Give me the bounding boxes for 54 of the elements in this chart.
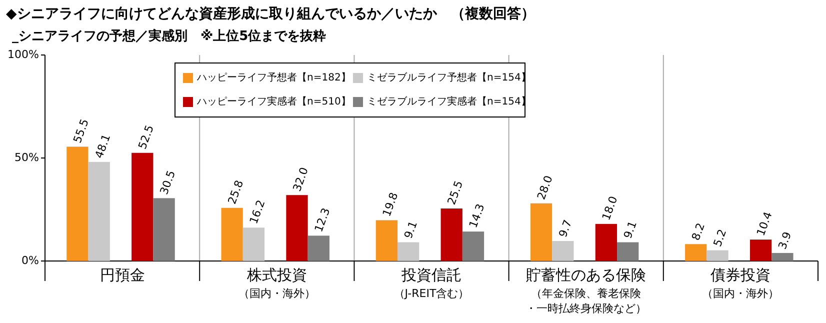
bar xyxy=(595,224,618,261)
x-tick-label: 投資信託（J-REIT含む） xyxy=(394,266,470,300)
bar xyxy=(617,242,639,261)
data-label: 25.5 xyxy=(445,179,466,207)
legend-label: ミゼラブルライフ実感者【n=154】 xyxy=(367,96,531,108)
bar xyxy=(685,244,707,261)
data-label: 10.4 xyxy=(754,210,775,238)
data-label: 9.1 xyxy=(621,219,640,240)
chart-subtitle: _シニアライフの予想／実感別 ※上位5位までを抜粋 xyxy=(12,28,326,44)
data-label: 9.7 xyxy=(556,218,575,240)
data-label: 19.8 xyxy=(380,190,401,218)
data-label: 8.2 xyxy=(689,221,708,242)
bar xyxy=(397,242,420,261)
data-label: 14.3 xyxy=(466,202,488,230)
data-label: 16.2 xyxy=(247,198,268,226)
x-tick-label: 株式投資（国内・海外） xyxy=(238,266,316,300)
data-label: 48.1 xyxy=(92,132,114,160)
x-tick-label: 円預金 xyxy=(100,266,145,284)
bar xyxy=(221,208,243,261)
data-label: 3.9 xyxy=(776,230,794,252)
bar xyxy=(376,220,398,261)
bar xyxy=(706,250,728,261)
y-tick-label: 50% xyxy=(14,151,39,164)
bar xyxy=(286,195,308,261)
bar xyxy=(132,152,154,261)
data-label: 32.0 xyxy=(290,166,312,194)
bar xyxy=(88,162,110,261)
data-label: 28.0 xyxy=(534,174,556,202)
bar xyxy=(66,146,88,261)
y-tick-label: 0% xyxy=(22,254,39,268)
bar xyxy=(440,208,462,261)
bar xyxy=(153,198,175,261)
data-label: 30.5 xyxy=(157,168,178,196)
data-label: 9.1 xyxy=(402,219,420,240)
bar xyxy=(530,203,552,261)
bar xyxy=(308,236,330,261)
data-label: 5.2 xyxy=(710,227,730,248)
y-tick-label: 100% xyxy=(8,48,39,62)
bar xyxy=(750,240,772,261)
legend-label: ハッピーライフ実感者【n=510】 xyxy=(196,96,351,108)
data-label: 52.5 xyxy=(136,123,156,151)
legend-label: ミゼラブルライフ予想者【n=154】 xyxy=(367,72,531,84)
x-tick-label: 債券投資（国内・海外） xyxy=(702,266,780,300)
chart-title: ◆シニアライフに向けてどんな資産形成に取り組んでいるか／いたか （複数回答） xyxy=(6,5,535,22)
bar xyxy=(552,241,574,261)
data-label: 25.8 xyxy=(225,178,246,206)
data-label: 18.0 xyxy=(600,194,620,222)
bar xyxy=(242,228,265,261)
legend-label: ハッピーライフ予想者【n=182】 xyxy=(196,72,351,84)
data-label: 12.3 xyxy=(312,206,333,234)
bar xyxy=(772,252,794,261)
bar xyxy=(462,232,484,261)
x-tick-label: 貯蓄性のある保険（年金保険、養老保険・一時払終身保険など） xyxy=(526,266,647,315)
data-label: 55.5 xyxy=(70,117,92,145)
